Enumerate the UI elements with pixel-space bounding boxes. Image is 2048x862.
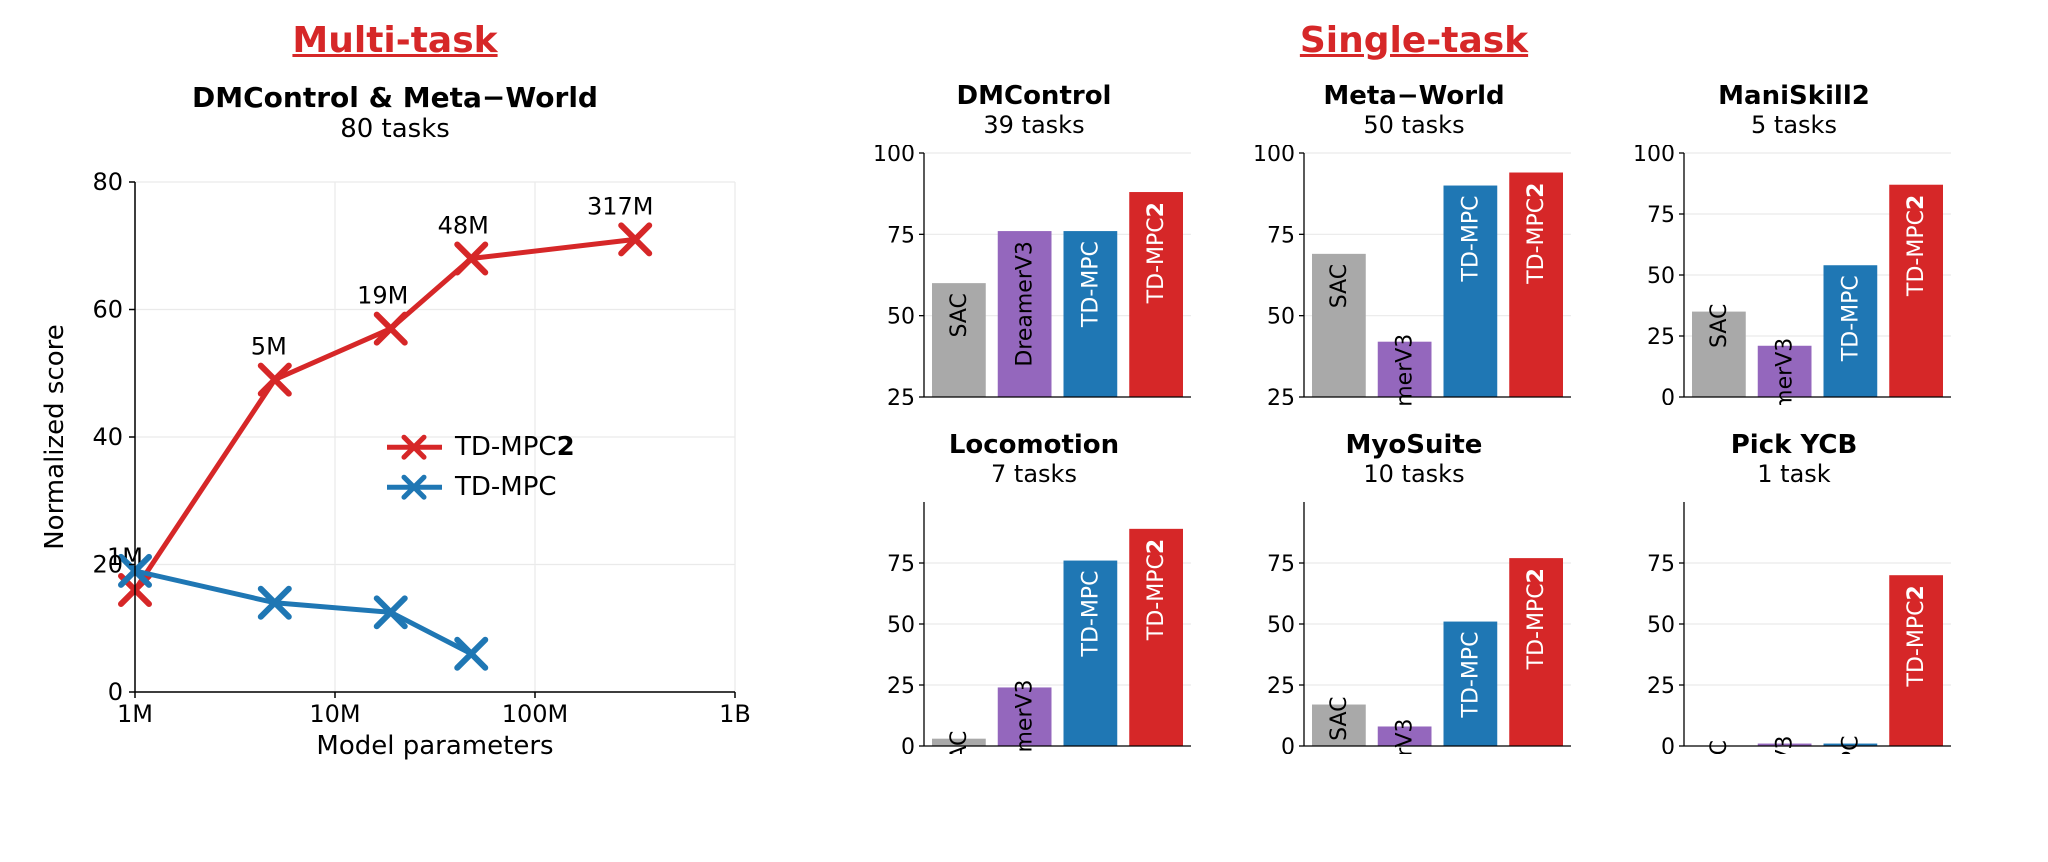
- svg-text:25: 25: [1647, 325, 1675, 350]
- svg-text:25: 25: [1267, 674, 1295, 699]
- bar-chart-cell: Pick YCB1 task SAC DreamerV3 TD-MPC TD-MPC2 0…: [1629, 430, 1959, 754]
- svg-text:TD-MPC: TD-MPC: [454, 472, 557, 502]
- svg-text:TD-MPC2: TD-MPC2: [1524, 183, 1549, 285]
- line-chart-wrap: 1M5M19M48M317M0204060801M10M100M1BModel …: [35, 152, 755, 772]
- multi-task-chart-subtitle: 80 tasks: [340, 114, 450, 144]
- svg-text:100: 100: [873, 145, 915, 167]
- svg-text:TD-MPC: TD-MPC: [1838, 736, 1863, 754]
- svg-text:TD-MPC2: TD-MPC2: [1144, 202, 1169, 304]
- svg-text:75: 75: [1267, 552, 1295, 577]
- svg-text:TD-MPC: TD-MPC: [1458, 196, 1483, 283]
- svg-text:40: 40: [92, 423, 123, 451]
- bar-chart-cell: ManiSkill25 tasks SAC DreamerV3 TD-MPC TD-MP…: [1629, 81, 1959, 405]
- svg-text:TD-MPC2: TD-MPC2: [1524, 568, 1549, 670]
- svg-text:DreamerV3: DreamerV3: [1393, 334, 1418, 405]
- svg-text:100: 100: [1253, 145, 1295, 167]
- svg-text:25: 25: [1647, 674, 1675, 699]
- svg-text:TD-MPC: TD-MPC: [1078, 571, 1103, 658]
- svg-text:75: 75: [887, 223, 915, 248]
- svg-text:80: 80: [92, 168, 123, 196]
- svg-text:10M: 10M: [309, 700, 360, 728]
- line-chart: 1M5M19M48M317M0204060801M10M100M1BModel …: [35, 152, 755, 772]
- svg-text:DreamerV3: DreamerV3: [1773, 338, 1798, 405]
- svg-text:TD-MPC2: TD-MPC2: [1904, 585, 1929, 687]
- svg-text:DreamerV3: DreamerV3: [1013, 241, 1038, 367]
- bar-chart-title: Meta−World: [1323, 81, 1504, 111]
- bar-chart-subtitle: 39 tasks: [983, 111, 1084, 139]
- single-task-section-label: Single-task: [1300, 20, 1528, 61]
- bar-chart-title: ManiSkill2: [1718, 81, 1870, 111]
- svg-text:50: 50: [887, 613, 915, 638]
- svg-text:5M: 5M: [251, 333, 287, 361]
- svg-text:75: 75: [1267, 223, 1295, 248]
- svg-text:SAC: SAC: [947, 731, 972, 754]
- svg-text:SAC: SAC: [1707, 304, 1732, 348]
- svg-text:100: 100: [1633, 145, 1675, 167]
- bar-chart-subtitle: 1 task: [1757, 460, 1830, 488]
- bar-chart-subtitle: 50 tasks: [1363, 111, 1464, 139]
- svg-text:25: 25: [887, 674, 915, 699]
- svg-text:SAC: SAC: [1327, 264, 1352, 308]
- svg-text:100M: 100M: [502, 700, 569, 728]
- svg-text:TD-MPC2: TD-MPC2: [1144, 539, 1169, 641]
- svg-text:1M: 1M: [117, 700, 153, 728]
- svg-text:DreamerV3: DreamerV3: [1773, 736, 1798, 754]
- svg-text:Model parameters: Model parameters: [316, 731, 553, 761]
- svg-text:SAC: SAC: [947, 293, 972, 337]
- svg-text:TD-MPC: TD-MPC: [1078, 241, 1103, 328]
- svg-text:75: 75: [1647, 552, 1675, 577]
- bar-chart-subtitle: 10 tasks: [1363, 460, 1464, 488]
- single-task-panel: Single-task DMControl39 tasks SAC DreamerV…: [800, 20, 2028, 754]
- bar-chart: SAC DreamerV3 TD-MPC TD-MPC2 25 50 75 100: [869, 145, 1199, 405]
- svg-text:TD-MPC2: TD-MPC2: [1904, 195, 1929, 297]
- svg-text:0: 0: [1661, 735, 1675, 754]
- bar-chart-subtitle: 5 tasks: [1751, 111, 1837, 139]
- svg-text:25: 25: [887, 386, 915, 405]
- svg-text:Normalized score: Normalized score: [40, 324, 70, 550]
- bar-chart-grid: DMControl39 tasks SAC DreamerV3 TD-MPC TD-MP…: [869, 81, 1959, 754]
- svg-text:DreamerV3: DreamerV3: [1393, 718, 1418, 754]
- bar-chart-title: MyoSuite: [1346, 430, 1483, 460]
- svg-text:SAC: SAC: [1327, 697, 1352, 741]
- bar-chart: SAC DreamerV3 TD-MPC TD-MPC2 0 25 50 75: [869, 494, 1199, 754]
- svg-text:317M: 317M: [587, 192, 654, 220]
- svg-text:48M: 48M: [438, 212, 489, 240]
- bar-chart: SAC DreamerV3 TD-MPC TD-MPC2 0 25 50 75: [1249, 494, 1579, 754]
- figure-container: Multi-task DMControl & Meta−World 80 tas…: [20, 20, 2028, 772]
- svg-text:19M: 19M: [357, 282, 408, 310]
- multi-task-panel: Multi-task DMControl & Meta−World 80 tas…: [20, 20, 770, 772]
- bar-chart-title: DMControl: [957, 81, 1112, 111]
- svg-text:50: 50: [1647, 264, 1675, 289]
- svg-text:20: 20: [92, 551, 123, 579]
- multi-task-chart-title: DMControl & Meta−World: [192, 81, 598, 114]
- svg-text:50: 50: [1267, 305, 1295, 330]
- svg-text:SAC: SAC: [1707, 740, 1732, 754]
- svg-text:50: 50: [887, 305, 915, 330]
- bar-chart-cell: Locomotion7 tasks SAC DreamerV3 TD-MPC TD-MP…: [869, 430, 1199, 754]
- bar-chart-cell: Meta−World50 tasks SAC DreamerV3 TD-MPC TD-M…: [1249, 81, 1579, 405]
- svg-text:0: 0: [1281, 735, 1295, 754]
- svg-text:50: 50: [1267, 613, 1295, 638]
- bar-chart: SAC DreamerV3 TD-MPC TD-MPC2 25 50 75 100: [1249, 145, 1579, 405]
- svg-text:0: 0: [1661, 386, 1675, 405]
- svg-text:25: 25: [1267, 386, 1295, 405]
- bar-chart: SAC DreamerV3 TD-MPC TD-MPC2 0 25 50 75 100: [1629, 145, 1959, 405]
- bar-chart: SAC DreamerV3 TD-MPC TD-MPC2 0 25 50 75: [1629, 494, 1959, 754]
- svg-text:50: 50: [1647, 613, 1675, 638]
- svg-text:TD-MPC: TD-MPC: [1458, 632, 1483, 719]
- svg-text:0: 0: [901, 735, 915, 754]
- svg-text:TD-MPC: TD-MPC: [1838, 275, 1863, 362]
- bar-chart-title: Locomotion: [949, 430, 1119, 460]
- svg-text:75: 75: [1647, 203, 1675, 228]
- bar-chart-subtitle: 7 tasks: [991, 460, 1077, 488]
- svg-text:75: 75: [887, 552, 915, 577]
- bar-chart-cell: DMControl39 tasks SAC DreamerV3 TD-MPC TD-MP…: [869, 81, 1199, 405]
- bar-chart-title: Pick YCB: [1731, 430, 1858, 460]
- svg-text:TD-MPC2: TD-MPC2: [454, 432, 575, 462]
- bar-chart-cell: MyoSuite10 tasks SAC DreamerV3 TD-MPC TD-MPC…: [1249, 430, 1579, 754]
- multi-task-section-label: Multi-task: [292, 20, 497, 61]
- svg-text:60: 60: [92, 296, 123, 324]
- svg-text:1B: 1B: [719, 700, 751, 728]
- svg-text:DreamerV3: DreamerV3: [1013, 679, 1038, 754]
